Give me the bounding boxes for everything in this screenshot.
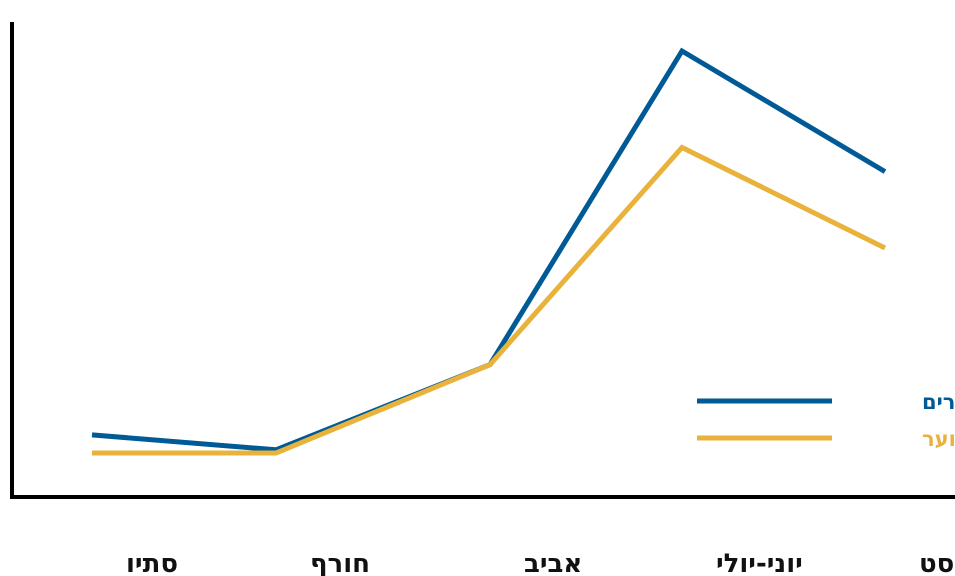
legend-label-2: נוער (922, 427, 955, 451)
legend: הורים נוער (697, 390, 955, 451)
x-tick-labels: סתיו חורף אביב יוני-יולי אוגוסט (126, 549, 955, 576)
series-layer (91, 47, 887, 456)
x-tick-label: יוני-יולי (716, 549, 803, 576)
x-tick-label: אוגוסט (919, 549, 955, 576)
series-line-1 (91, 47, 887, 453)
legend-label-1: הורים (922, 390, 955, 414)
x-tick-label: סתיו (126, 549, 178, 576)
x-tick-label: חורף (310, 549, 370, 576)
x-tick-label: אביב (524, 549, 582, 576)
series-line-2 (92, 144, 887, 456)
